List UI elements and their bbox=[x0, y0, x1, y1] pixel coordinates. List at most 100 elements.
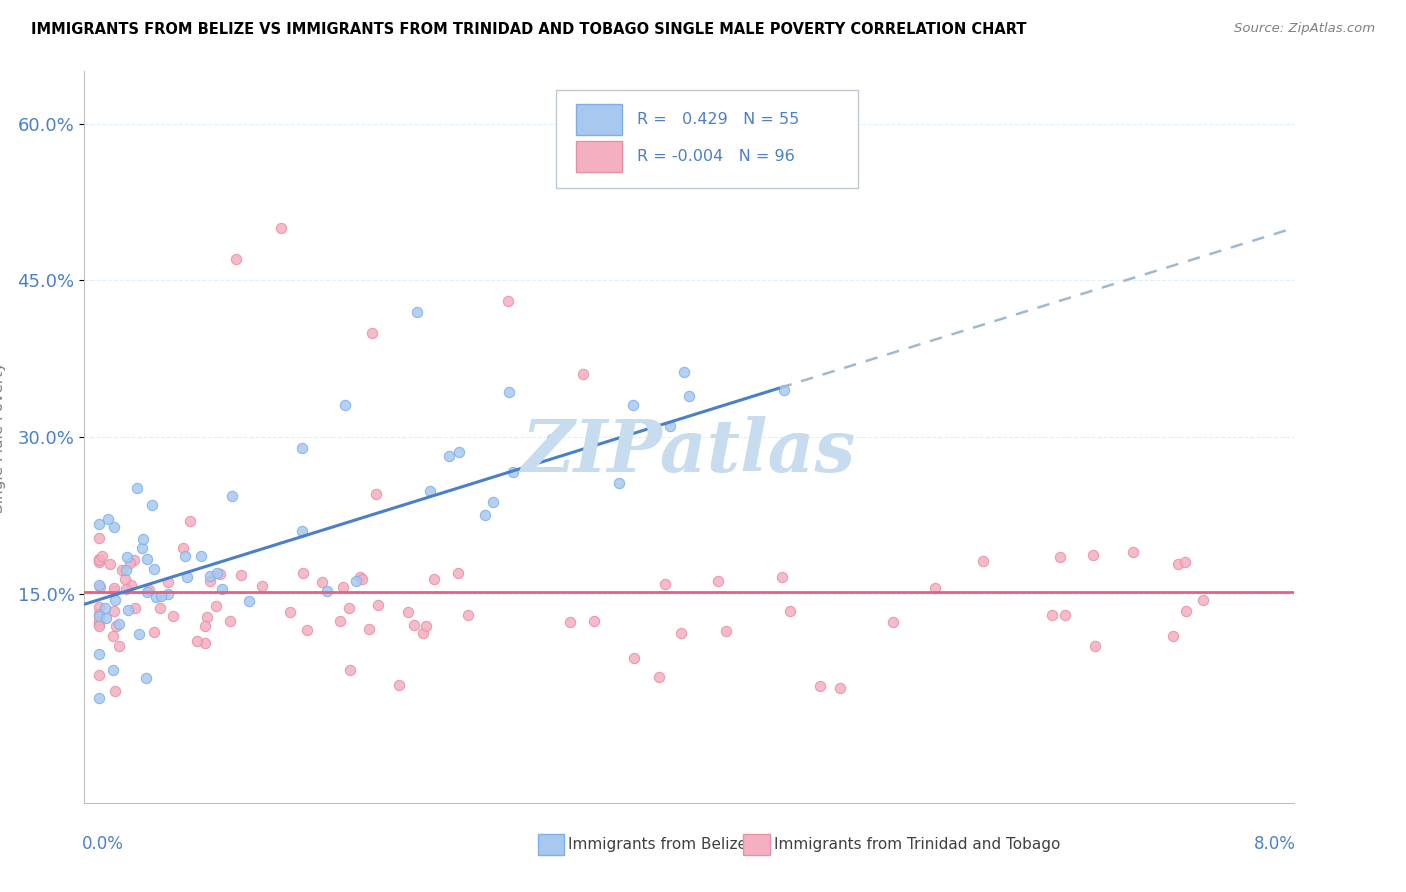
Point bbox=[412, 625, 434, 640]
Point bbox=[156, 587, 179, 601]
Point bbox=[114, 572, 136, 586]
Point bbox=[218, 615, 240, 629]
Point bbox=[292, 566, 315, 580]
Point bbox=[94, 610, 117, 624]
Point bbox=[924, 581, 946, 595]
Point bbox=[1161, 629, 1184, 643]
Point bbox=[659, 418, 682, 433]
Point bbox=[200, 569, 222, 583]
Point bbox=[149, 601, 172, 615]
Point bbox=[447, 566, 470, 580]
Point bbox=[208, 567, 231, 582]
Point bbox=[194, 636, 217, 650]
Point bbox=[419, 484, 441, 499]
Point bbox=[672, 366, 695, 380]
Point bbox=[190, 549, 212, 563]
Point bbox=[770, 570, 793, 584]
Point bbox=[120, 578, 142, 592]
Y-axis label: Single Male Poverty: Single Male Poverty bbox=[0, 361, 7, 513]
Point bbox=[122, 553, 145, 567]
Point bbox=[136, 584, 159, 599]
Point bbox=[173, 549, 195, 563]
Point bbox=[103, 584, 125, 599]
Text: ZIPatlas: ZIPatlas bbox=[522, 417, 856, 487]
FancyBboxPatch shape bbox=[555, 90, 858, 188]
Point bbox=[278, 605, 301, 619]
Point bbox=[332, 580, 354, 594]
Point bbox=[101, 664, 124, 678]
Point bbox=[89, 531, 111, 545]
Point bbox=[337, 601, 360, 615]
Point bbox=[103, 604, 125, 618]
Point bbox=[111, 563, 134, 577]
Text: R = -0.004   N = 96: R = -0.004 N = 96 bbox=[637, 149, 794, 164]
Point bbox=[89, 648, 111, 662]
Point bbox=[360, 326, 382, 340]
Point bbox=[396, 605, 419, 619]
Point bbox=[422, 572, 444, 586]
Point bbox=[118, 557, 141, 571]
Point bbox=[250, 579, 273, 593]
Point bbox=[1192, 593, 1215, 607]
Text: Immigrants from Trinidad and Tobago: Immigrants from Trinidad and Tobago bbox=[773, 837, 1060, 852]
Text: R =   0.429   N = 55: R = 0.429 N = 55 bbox=[637, 112, 799, 128]
Point bbox=[402, 618, 425, 632]
Point bbox=[882, 615, 904, 630]
Point bbox=[89, 552, 111, 566]
Point bbox=[125, 481, 148, 495]
Point bbox=[295, 623, 318, 637]
FancyBboxPatch shape bbox=[576, 104, 623, 135]
Point bbox=[1040, 607, 1063, 622]
Point bbox=[558, 615, 581, 629]
Point bbox=[1081, 549, 1104, 563]
Point bbox=[136, 551, 159, 566]
Point bbox=[124, 601, 146, 615]
Point bbox=[406, 304, 429, 318]
Point bbox=[623, 651, 645, 665]
Point bbox=[89, 555, 111, 569]
Point bbox=[103, 520, 125, 534]
Point bbox=[291, 524, 314, 538]
Point bbox=[572, 368, 595, 382]
Point bbox=[1084, 639, 1107, 653]
Point bbox=[339, 663, 361, 677]
Point bbox=[415, 618, 437, 632]
Point bbox=[138, 583, 160, 598]
Point bbox=[352, 572, 374, 586]
Point bbox=[779, 604, 801, 618]
Point bbox=[582, 614, 605, 628]
Point bbox=[172, 541, 194, 556]
Point bbox=[1049, 549, 1071, 564]
Text: 0.0%: 0.0% bbox=[82, 836, 124, 854]
Point bbox=[482, 494, 505, 508]
Point bbox=[225, 252, 247, 267]
Point bbox=[810, 679, 832, 693]
Point bbox=[107, 617, 129, 632]
Point bbox=[349, 570, 371, 584]
Point bbox=[607, 476, 630, 491]
Point bbox=[706, 574, 728, 588]
Point bbox=[449, 445, 471, 459]
FancyBboxPatch shape bbox=[576, 141, 623, 171]
Point bbox=[89, 608, 111, 623]
Point bbox=[211, 582, 233, 596]
Point bbox=[291, 441, 314, 455]
Point bbox=[157, 574, 180, 589]
Point bbox=[176, 570, 198, 584]
Point bbox=[97, 511, 120, 525]
Point bbox=[388, 678, 411, 692]
Point bbox=[333, 398, 356, 412]
Point bbox=[496, 294, 519, 309]
Point bbox=[229, 568, 252, 582]
Point bbox=[270, 221, 292, 235]
Point bbox=[89, 619, 111, 633]
Point bbox=[89, 599, 111, 614]
Point bbox=[150, 589, 173, 603]
Point bbox=[132, 533, 155, 547]
Point bbox=[1174, 604, 1197, 618]
Point bbox=[145, 590, 167, 604]
Point bbox=[1167, 557, 1189, 571]
Point bbox=[1174, 555, 1197, 569]
Point bbox=[89, 607, 111, 622]
Point bbox=[678, 389, 700, 403]
